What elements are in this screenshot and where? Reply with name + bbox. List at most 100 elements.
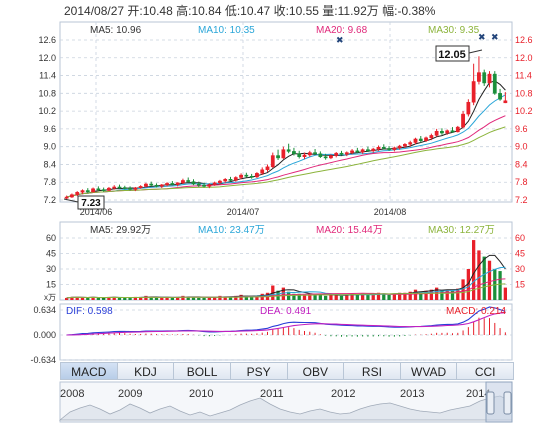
price-tick-left: 12.6: [38, 35, 56, 45]
candle: [482, 69, 487, 86]
volume-bar: [128, 297, 132, 300]
tab-boll[interactable]: BOLL: [174, 362, 231, 380]
candle: [323, 153, 328, 160]
candle-body: [233, 177, 238, 181]
tab-obv[interactable]: OBV: [287, 362, 345, 380]
volume-ma30-line: [66, 283, 506, 299]
macd-y-ticks: 0.634 0.000 -0.634: [30, 305, 56, 365]
candle-body: [212, 182, 217, 185]
candle: [424, 136, 428, 142]
candle-body: [186, 180, 191, 182]
low-callout: 7.23: [63, 195, 105, 210]
event-marker[interactable]: ✖: [491, 32, 499, 42]
candle: [228, 176, 233, 182]
candle: [117, 184, 122, 189]
tab-cci[interactable]: CCI: [457, 362, 514, 380]
macd-tick-left: 0.634: [33, 305, 56, 315]
price-ma30-label: MA30: 9.35: [428, 25, 480, 36]
candle: [233, 176, 238, 182]
candle: [107, 186, 111, 192]
candle: [355, 147, 360, 154]
volume-bar: [376, 292, 381, 300]
candle-body: [355, 150, 360, 153]
price-tick-right: 10.2: [515, 106, 533, 116]
macd-histogram: [71, 317, 506, 337]
candle: [371, 147, 376, 153]
candle-body: [133, 187, 138, 190]
tab-kdj[interactable]: KDJ: [117, 362, 175, 380]
volume-bar: [223, 296, 227, 300]
candle-body: [445, 130, 450, 134]
candle: [381, 144, 386, 150]
dif-label: DIF: 0.598: [66, 306, 113, 317]
volume-bar: [170, 297, 174, 300]
candle-body: [202, 184, 206, 187]
volume-bar: [133, 296, 137, 300]
candle: [313, 149, 317, 155]
candle-body: [376, 147, 381, 150]
candle: [191, 179, 196, 186]
ma10-line: [66, 94, 506, 198]
candle: [154, 183, 159, 188]
candle: [360, 148, 365, 154]
navigator-right-handle[interactable]: [503, 391, 512, 415]
candle: [302, 152, 307, 160]
candle: [292, 147, 296, 156]
volume-bar: [445, 289, 449, 300]
volume-tick-left: 15: [46, 280, 56, 290]
volume-bar: [382, 293, 386, 300]
candle-body: [207, 184, 212, 187]
candle: [223, 178, 228, 183]
volume-bar: [339, 295, 344, 300]
candle-body: [313, 152, 317, 155]
tab-psy[interactable]: PSY: [230, 362, 288, 380]
volume-bar: [498, 271, 502, 300]
candle-body: [85, 190, 90, 193]
price-tick-right: 11.4: [515, 71, 532, 81]
volume-bar: [186, 296, 190, 300]
tab-macd[interactable]: MACD: [60, 362, 118, 380]
candle-body: [318, 153, 323, 157]
event-marker[interactable]: ✖: [336, 35, 344, 45]
candle-body: [371, 148, 376, 152]
candle: [334, 152, 339, 158]
candle-body: [244, 174, 249, 177]
price-tick-right: 9.0: [515, 142, 528, 152]
candle-body: [249, 176, 254, 178]
price-tick-left: 12.0: [38, 53, 56, 63]
x-label-jun: 2014/06: [80, 207, 113, 217]
volume-bar: [503, 287, 507, 300]
volume-bar: [429, 289, 433, 300]
candle: [249, 173, 254, 179]
tab-wvad[interactable]: WVAD: [400, 362, 458, 380]
volume-bar: [181, 295, 185, 300]
price-tick-left: 9.6: [43, 124, 56, 134]
volume-bar: [70, 296, 74, 300]
candle-body: [260, 169, 265, 174]
volume-bar: [86, 297, 90, 300]
volume-bar: [117, 297, 122, 300]
navigator-area: [58, 395, 513, 421]
navigator-left-handle[interactable]: [486, 391, 495, 415]
volume-bar: [308, 293, 312, 300]
candle: [144, 182, 148, 188]
candle: [329, 154, 333, 160]
candle-body: [466, 101, 471, 115]
candle: [75, 191, 80, 197]
volume-bar: [176, 296, 180, 300]
candle-body: [339, 152, 344, 155]
candle: [170, 181, 175, 186]
quote-open: 开:10.48: [127, 4, 173, 18]
candle: [96, 186, 101, 192]
tab-rsi[interactable]: RSI: [344, 362, 401, 380]
candle-body: [112, 186, 117, 189]
candle-body: [329, 155, 333, 159]
quote-close: 收:10.55: [273, 4, 319, 18]
volume-bar: [191, 296, 196, 300]
candle: [461, 111, 465, 129]
volume-bar: [487, 260, 492, 300]
candle: [440, 128, 444, 135]
event-marker[interactable]: ✖: [478, 32, 486, 42]
candle: [503, 92, 508, 104]
